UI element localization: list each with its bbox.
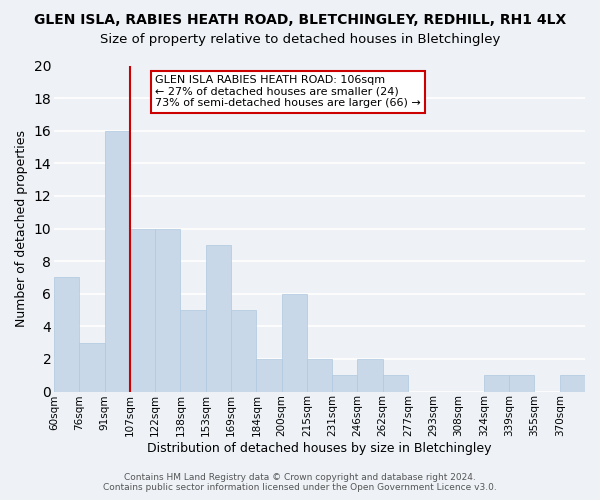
Y-axis label: Number of detached properties: Number of detached properties <box>15 130 28 327</box>
Bar <box>181 310 206 392</box>
Bar <box>256 359 281 392</box>
Bar <box>332 375 358 392</box>
Bar <box>509 375 535 392</box>
Bar <box>307 359 332 392</box>
Text: GLEN ISLA, RABIES HEATH ROAD, BLETCHINGLEY, REDHILL, RH1 4LX: GLEN ISLA, RABIES HEATH ROAD, BLETCHINGL… <box>34 12 566 26</box>
Bar <box>383 375 408 392</box>
Bar <box>231 310 256 392</box>
Bar <box>130 228 155 392</box>
Bar <box>104 130 130 392</box>
Bar <box>560 375 585 392</box>
Bar <box>358 359 383 392</box>
Bar <box>155 228 181 392</box>
Text: Contains HM Land Registry data © Crown copyright and database right 2024.
Contai: Contains HM Land Registry data © Crown c… <box>103 473 497 492</box>
Bar <box>484 375 509 392</box>
Bar <box>206 245 231 392</box>
Text: Size of property relative to detached houses in Bletchingley: Size of property relative to detached ho… <box>100 32 500 46</box>
Text: GLEN ISLA RABIES HEATH ROAD: 106sqm
← 27% of detached houses are smaller (24)
73: GLEN ISLA RABIES HEATH ROAD: 106sqm ← 27… <box>155 76 421 108</box>
Bar <box>54 278 79 392</box>
Bar <box>79 342 104 392</box>
Bar <box>281 294 307 392</box>
X-axis label: Distribution of detached houses by size in Bletchingley: Distribution of detached houses by size … <box>147 442 492 455</box>
